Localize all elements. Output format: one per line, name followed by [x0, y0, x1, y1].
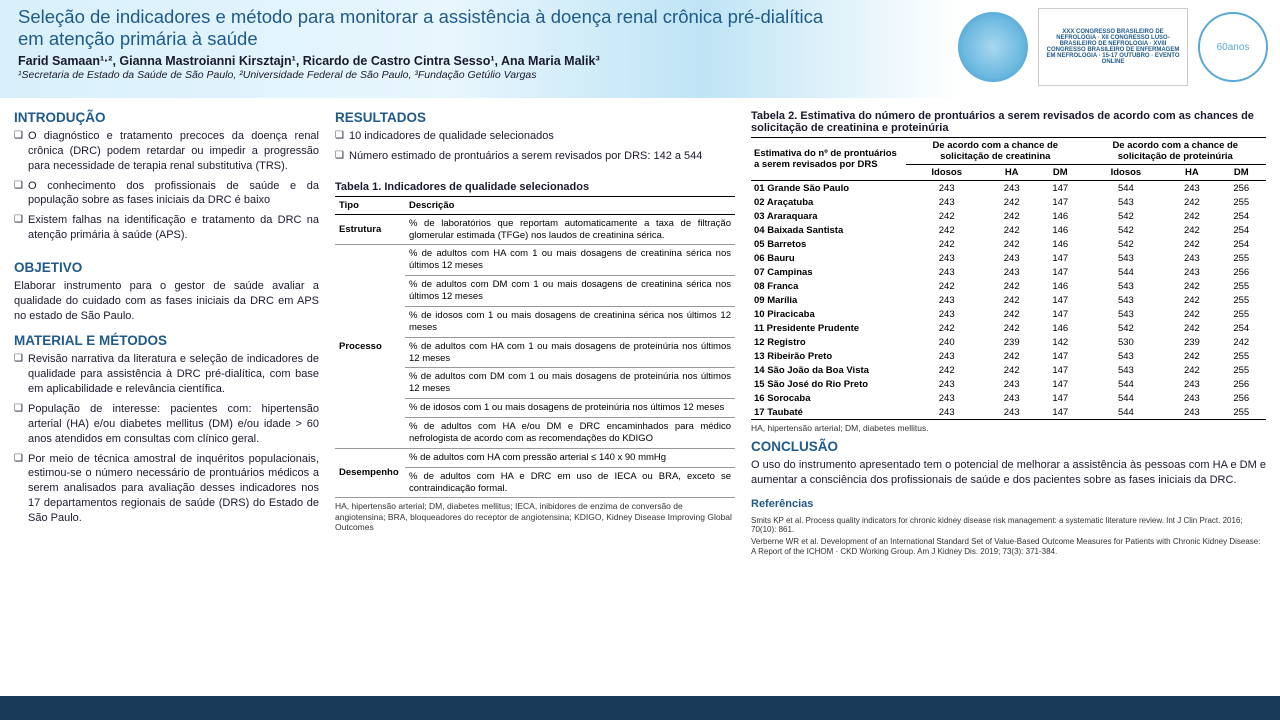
objective-text: Elaborar instrumento para o gestor de sa…: [14, 279, 319, 324]
poster-header: Seleção de indicadores e método para mon…: [0, 0, 1280, 98]
references-list: Smits KP et al. Process quality indicato…: [751, 514, 1266, 556]
anniversary-logo-icon: 60anos: [1198, 12, 1268, 82]
section-refs-heading: Referências: [751, 498, 1266, 510]
section-res-heading: RESULTADOS: [335, 110, 735, 125]
section-met-heading: MATERIAL E MÉTODOS: [14, 333, 319, 348]
table2: Estimativa do nº de prontuários a serem …: [751, 137, 1266, 420]
bullet-item: O diagnóstico e tratamento precoces da d…: [14, 129, 319, 174]
bullet-item: O conhecimento dos profissionais de saúd…: [14, 179, 319, 209]
results-list: 10 indicadores de qualidade selecionados…: [335, 129, 735, 169]
reference-item: Smits KP et al. Process quality indicato…: [751, 516, 1266, 535]
table1-footnote: HA, hipertensão arterial; DM, diabetes m…: [335, 501, 735, 532]
column-middle: RESULTADOS 10 indicadores de qualidade s…: [335, 104, 735, 688]
bullet-item: Existem falhas na identificação e tratam…: [14, 213, 319, 243]
bullet-item: 10 indicadores de qualidade selecionados: [335, 129, 735, 144]
congress-logo-icon: [958, 12, 1028, 82]
logo-strip: XXX CONGRESSO BRASILEIRO DE NEFROLOGIA ·…: [958, 8, 1268, 86]
bullet-item: Número estimado de prontuários a serem r…: [335, 149, 735, 164]
conclusion-text: O uso do instrumento apresentado tem o p…: [751, 458, 1266, 488]
column-left: INTRODUÇÃO O diagnóstico e tratamento pr…: [14, 104, 319, 688]
methods-list: Revisão narrativa da literatura e seleçã…: [14, 352, 319, 530]
intro-list: O diagnóstico e tratamento precoces da d…: [14, 129, 319, 248]
bullet-item: Por meio de técnica amostral de inquérit…: [14, 452, 319, 526]
poster-body: INTRODUÇÃO O diagnóstico e tratamento pr…: [0, 98, 1280, 688]
section-obj-heading: OBJETIVO: [14, 260, 319, 275]
section-conc-heading: CONCLUSÃO: [751, 439, 1266, 454]
table1: TipoDescriçãoEstrutura% de laboratórios …: [335, 196, 735, 499]
section-intro-heading: INTRODUÇÃO: [14, 110, 319, 125]
table2-caption: Tabela 2. Estimativa do número de prontu…: [751, 110, 1266, 134]
congress-text-logo: XXX CONGRESSO BRASILEIRO DE NEFROLOGIA ·…: [1038, 8, 1188, 86]
poster-title: Seleção de indicadores e método para mon…: [18, 6, 838, 50]
footer-bar: [0, 696, 1280, 720]
reference-item: Verberne WR et al. Development of an Int…: [751, 537, 1266, 556]
table1-caption: Tabela 1. Indicadores de qualidade selec…: [335, 181, 735, 193]
bullet-item: População de interesse: pacientes com: h…: [14, 402, 319, 447]
column-right: Tabela 2. Estimativa do número de prontu…: [751, 104, 1266, 688]
table2-footnote: HA, hipertensão arterial; DM, diabetes m…: [751, 423, 1266, 433]
bullet-item: Revisão narrativa da literatura e seleçã…: [14, 352, 319, 397]
